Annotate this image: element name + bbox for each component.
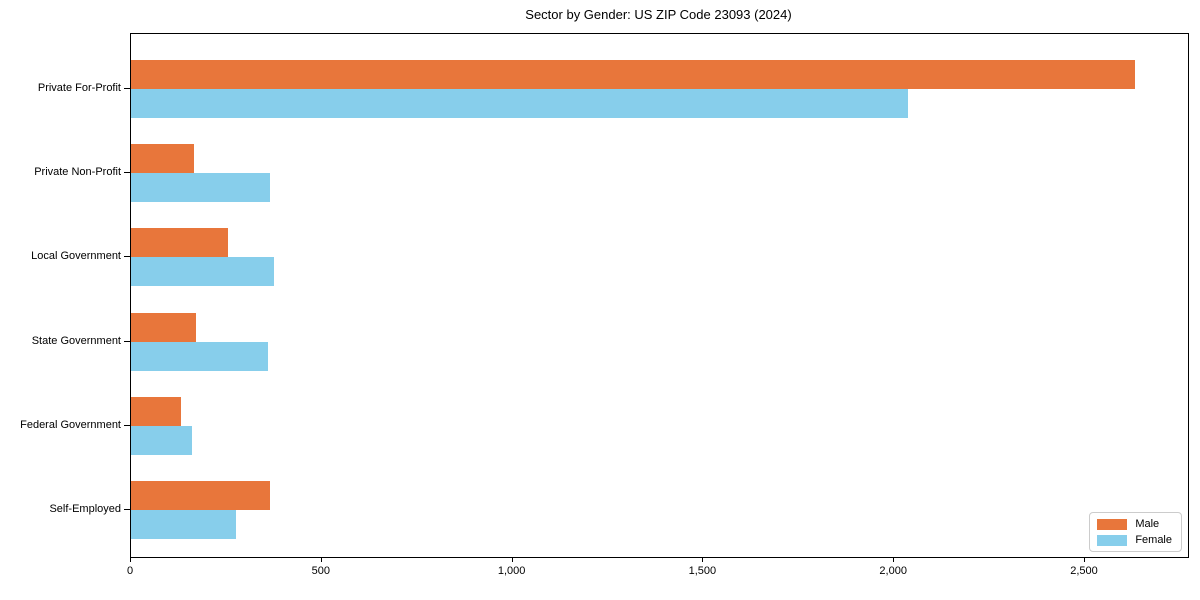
bar-female-federal-government: [131, 425, 193, 455]
x-tick-label: 0: [126, 565, 134, 577]
x-tick-mark: [130, 557, 131, 562]
y-tick-label: Local Government: [31, 250, 121, 263]
x-tick-label: 500: [311, 565, 330, 577]
bar-female-state-government: [131, 341, 269, 371]
bar-male-private-for-profit: [131, 60, 1135, 89]
y-tick-mark: [124, 424, 130, 426]
x-tick-mark: [893, 557, 895, 562]
y-tick-mark: [124, 172, 130, 174]
y-tick-mark: [124, 256, 130, 258]
x-tick-label: 1,000: [497, 565, 526, 577]
x-tick-mark: [1084, 557, 1085, 562]
legend-label-male: Male: [1135, 518, 1160, 530]
legend-entry-male: Male: [1097, 518, 1172, 530]
bar-male-state-government: [131, 312, 196, 342]
x-tick-label: 2,500: [1070, 565, 1098, 577]
y-tick-mark: [124, 509, 130, 510]
bar-female-self-employed: [131, 510, 236, 539]
legend-swatch-male: [1097, 518, 1128, 530]
y-tick-label: Self-Employed: [49, 503, 121, 515]
bar-female-private-non-profit: [131, 173, 271, 203]
x-tick-mark: [511, 557, 513, 562]
y-tick-label: Federal Government: [20, 418, 121, 431]
bar-male-self-employed: [131, 481, 271, 510]
y-tick-label: Private Non-Profit: [34, 166, 121, 179]
bar-female-local-government: [131, 257, 275, 287]
bar-female-private-for-profit: [131, 89, 908, 118]
legend-label-female: Female: [1135, 534, 1172, 546]
x-tick-mark: [320, 557, 322, 562]
x-tick-label: 2,000: [879, 565, 907, 577]
legend-entry-female: Female: [1097, 534, 1172, 546]
legend: Male Female: [1089, 512, 1182, 552]
y-tick-mark: [124, 88, 130, 89]
legend-swatch-female: [1097, 534, 1128, 546]
plot-area: Male Female: [130, 33, 1189, 558]
chart-title: Sector by Gender: US ZIP Code 23093 (202…: [525, 7, 792, 22]
y-tick-mark: [124, 340, 130, 342]
bar-male-private-non-profit: [131, 144, 194, 174]
bar-male-local-government: [131, 228, 229, 258]
y-tick-label: Private For-Profit: [37, 82, 121, 94]
y-tick-label: State Government: [31, 334, 121, 347]
x-tick-mark: [702, 557, 704, 562]
bar-male-federal-government: [131, 396, 181, 426]
x-tick-label: 1,500: [688, 565, 717, 577]
